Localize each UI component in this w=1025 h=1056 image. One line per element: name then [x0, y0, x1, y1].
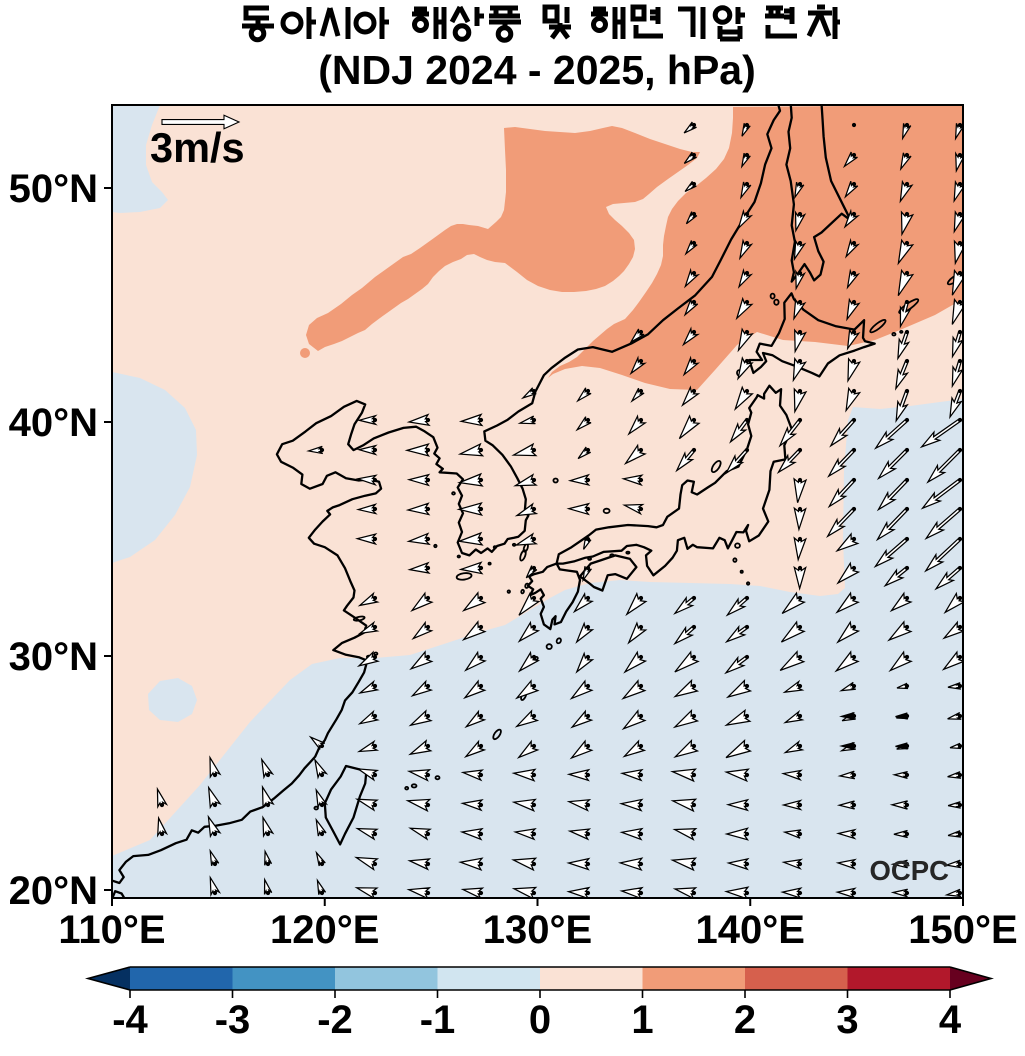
- svg-text:4: 4: [939, 998, 962, 1042]
- svg-text:(NDJ 2024 - 2025, hPa): (NDJ 2024 - 2025, hPa): [318, 47, 756, 93]
- svg-text:3: 3: [836, 998, 858, 1042]
- svg-text:-1: -1: [420, 998, 456, 1042]
- svg-text:120°E: 120°E: [270, 908, 379, 952]
- svg-text:OCPC: OCPC: [870, 855, 950, 886]
- svg-text:110°E: 110°E: [58, 908, 165, 952]
- svg-text:20°N: 20°N: [9, 869, 98, 913]
- svg-text:30°N: 30°N: [9, 635, 98, 679]
- svg-text:1: 1: [631, 998, 653, 1042]
- svg-text:-4: -4: [112, 998, 148, 1042]
- svg-text:3m/s: 3m/s: [150, 124, 245, 171]
- svg-text:150°E: 150°E: [908, 908, 1017, 952]
- svg-text:0: 0: [529, 998, 551, 1042]
- svg-text:40°N: 40°N: [9, 401, 98, 445]
- svg-text:-2: -2: [317, 998, 353, 1042]
- svg-text:2: 2: [734, 998, 756, 1042]
- svg-text:-3: -3: [215, 998, 251, 1042]
- svg-text:50°N: 50°N: [9, 167, 98, 211]
- svg-text:130°E: 130°E: [483, 908, 592, 952]
- svg-text:140°E: 140°E: [696, 908, 805, 952]
